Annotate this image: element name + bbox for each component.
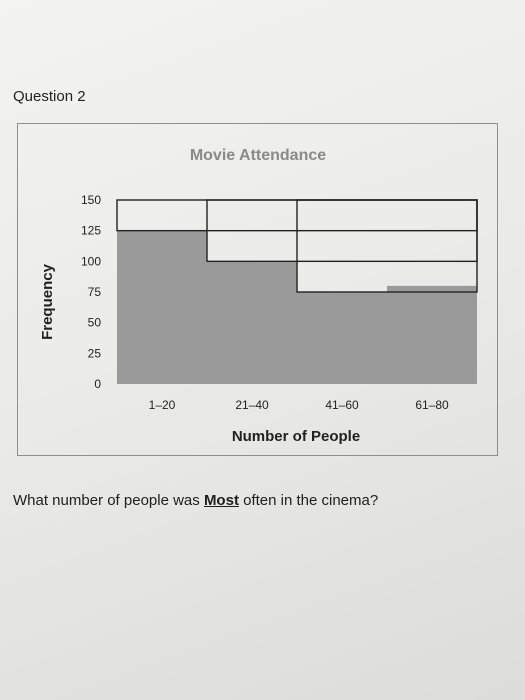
y-tick-125: 125 [81,224,101,238]
x-tick-labels: 1–20 21–40 41–60 61–80 [149,398,449,412]
bar-1 [117,230,207,384]
x-tick-4: 61–80 [415,398,449,412]
y-tick-75: 75 [88,285,102,299]
y-tick-150: 150 [81,193,101,207]
reference-lines [116,199,478,293]
y-tick-100: 100 [81,254,101,268]
bar-2 [207,261,297,384]
bars-layer [117,230,477,384]
y-axis-label: Frequency [39,263,56,340]
prompt-text-after: often in the cinema? [238,492,379,509]
x-tick-3: 41–60 [325,398,359,412]
y-tick-0: 0 [94,377,101,391]
y-tick-labels: 0 25 50 75 100 125 150 [81,193,101,391]
x-tick-1: 1–20 [149,398,176,412]
x-axis-label: Number of People [232,428,360,445]
question-prompt: What number of people was Most often in … [13,492,378,509]
y-tick-50: 50 [88,316,102,330]
chart-frame [17,123,498,456]
y-tick-25: 25 [88,346,102,360]
bar-4 [387,285,477,384]
reference-box-3 [296,199,478,293]
prompt-emphasis: Most [203,492,239,509]
question-label: Question 2 [13,88,86,105]
prompt-text-before: What number of people was [13,492,204,509]
bar-3 [297,292,387,384]
x-tick-2: 21–40 [235,398,269,412]
chart-title: Movie Attendance [190,147,326,164]
